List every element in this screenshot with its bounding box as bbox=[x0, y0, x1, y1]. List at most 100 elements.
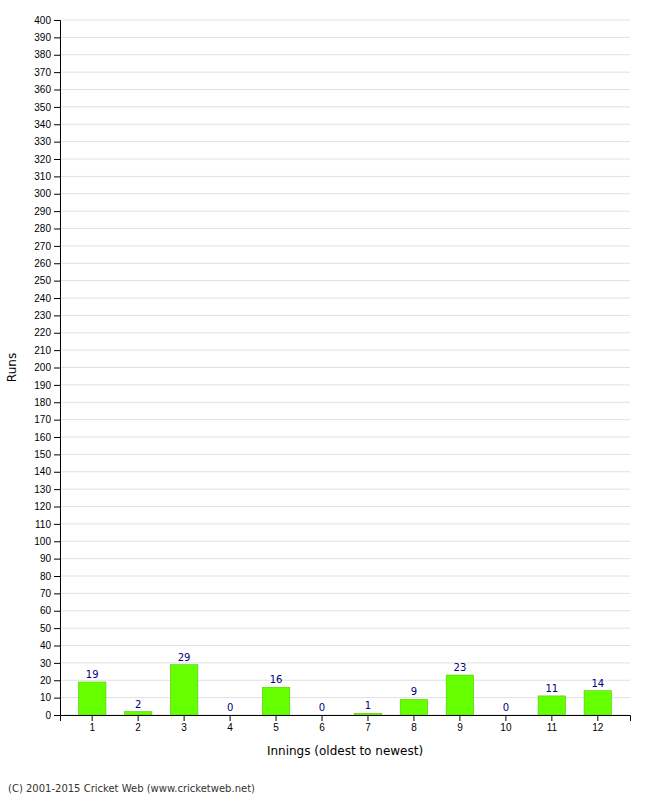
x-tick-label: 9 bbox=[457, 722, 463, 733]
y-tick: 100 bbox=[34, 536, 60, 547]
grid-line bbox=[60, 367, 630, 368]
bar bbox=[124, 712, 152, 715]
y-tick-label: 250 bbox=[34, 275, 51, 286]
y-tick: 50 bbox=[40, 623, 60, 634]
y-tick: 10 bbox=[40, 692, 60, 703]
y-tick-label: 290 bbox=[34, 206, 51, 217]
data-label: 0 bbox=[319, 702, 325, 713]
y-tick: 150 bbox=[34, 449, 60, 460]
y-tick-mark bbox=[54, 298, 60, 299]
y-tick: 170 bbox=[34, 414, 60, 425]
x-tick-mark bbox=[230, 715, 231, 721]
grid-line bbox=[60, 645, 630, 646]
grid-line bbox=[60, 176, 630, 177]
y-tick-mark bbox=[54, 437, 60, 438]
data-label: 23 bbox=[454, 662, 467, 673]
y-tick-label: 350 bbox=[34, 102, 51, 113]
y-tick-label: 260 bbox=[34, 258, 51, 269]
x-tick: 5 bbox=[273, 715, 279, 733]
grid-line bbox=[60, 124, 630, 125]
y-axis-title: Runs bbox=[5, 353, 19, 382]
y-tick-mark bbox=[54, 420, 60, 421]
y-tick: 320 bbox=[34, 154, 60, 165]
data-label: 19 bbox=[86, 669, 99, 680]
y-tick: 80 bbox=[40, 571, 60, 582]
y-tick: 200 bbox=[34, 362, 60, 373]
y-tick: 400 bbox=[34, 15, 60, 26]
y-tick: 40 bbox=[40, 640, 60, 651]
y-tick: 270 bbox=[34, 241, 60, 252]
y-tick-label: 270 bbox=[34, 241, 51, 252]
x-tick-mark bbox=[184, 715, 185, 721]
footer: (C) 2001-2015 Cricket Web (www.cricketwe… bbox=[8, 783, 255, 794]
grid-line bbox=[60, 558, 630, 559]
grid-line bbox=[60, 402, 630, 403]
y-tick-label: 110 bbox=[35, 519, 51, 530]
y-tick: 0 bbox=[45, 710, 60, 721]
x-tick-mark bbox=[551, 715, 552, 721]
grid bbox=[60, 20, 630, 715]
grid-line bbox=[60, 437, 630, 438]
x-tick-mark bbox=[367, 715, 368, 721]
y-tick-mark bbox=[54, 350, 60, 351]
y-tick-mark bbox=[54, 211, 60, 212]
grid-line bbox=[60, 610, 630, 611]
bar bbox=[538, 696, 566, 715]
data-label: 1 bbox=[365, 700, 371, 711]
y-tick-mark bbox=[54, 628, 60, 629]
x-tick-mark bbox=[276, 715, 277, 721]
x-tick: 6 bbox=[319, 715, 325, 733]
x-tick-mark bbox=[322, 715, 323, 721]
x-tick-mark bbox=[413, 715, 414, 721]
y-tick-mark bbox=[54, 20, 60, 21]
grid-line bbox=[60, 332, 630, 333]
y-tick: 330 bbox=[34, 136, 60, 147]
y-tick: 140 bbox=[34, 466, 60, 477]
grid-line bbox=[60, 384, 630, 385]
y-tick-mark bbox=[54, 246, 60, 247]
x-tick-mark bbox=[459, 715, 460, 721]
x-tick-mark bbox=[92, 715, 93, 721]
y-tick-mark bbox=[54, 315, 60, 316]
y-tick-mark bbox=[54, 333, 60, 334]
x-tick-label: 11 bbox=[547, 722, 558, 733]
y-tick-mark bbox=[54, 507, 60, 508]
grid-line bbox=[60, 280, 630, 281]
bar bbox=[216, 715, 244, 716]
y-tick-mark bbox=[54, 472, 60, 473]
y-tick-label: 120 bbox=[34, 501, 51, 512]
grid-line bbox=[60, 159, 630, 160]
y-axis-line bbox=[54, 21, 61, 716]
y-tick: 20 bbox=[40, 675, 60, 686]
y-tick: 290 bbox=[34, 206, 60, 217]
y-tick-label: 10 bbox=[40, 692, 52, 703]
y-tick: 60 bbox=[40, 605, 60, 616]
data-label: 9 bbox=[411, 686, 417, 697]
y-tick-mark bbox=[54, 159, 60, 160]
y-tick-label: 280 bbox=[34, 223, 51, 234]
y-tick: 390 bbox=[34, 32, 60, 43]
grid-line bbox=[60, 576, 630, 577]
bar bbox=[78, 682, 106, 715]
y-tick-label: 70 bbox=[40, 588, 52, 599]
bar bbox=[492, 715, 520, 716]
grid-line bbox=[60, 523, 630, 524]
x-tick: 12 bbox=[592, 715, 604, 733]
y-tick: 250 bbox=[34, 275, 60, 286]
x-tick: 11 bbox=[547, 715, 558, 733]
grid-line bbox=[60, 680, 630, 681]
y-tick-mark bbox=[54, 698, 60, 699]
x-tick: 3 bbox=[181, 715, 187, 733]
x-tick-label: 7 bbox=[365, 722, 371, 733]
plot: 1922901601923011140102030405060708090100… bbox=[34, 15, 630, 733]
y-tick-mark bbox=[54, 680, 60, 681]
y-tick-label: 210 bbox=[34, 345, 51, 356]
y-tick-mark bbox=[54, 55, 60, 56]
y-tick-label: 40 bbox=[40, 640, 52, 651]
data-label: 0 bbox=[503, 702, 509, 713]
y-tick: 220 bbox=[34, 327, 60, 338]
x-tick-label: 10 bbox=[500, 722, 512, 733]
y-tick: 280 bbox=[34, 223, 60, 234]
y-tick-mark bbox=[54, 107, 60, 108]
y-tick-label: 80 bbox=[40, 571, 52, 582]
